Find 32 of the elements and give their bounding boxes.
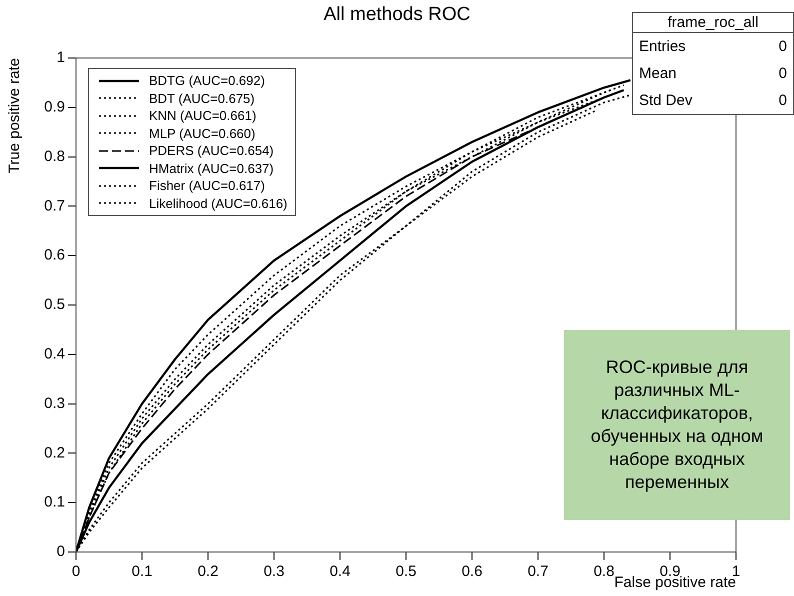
x-tick-label: 0.2	[198, 563, 218, 580]
legend-label: BDT (AUC=0.675)	[149, 90, 255, 107]
x-tick-label: 0.4	[330, 563, 350, 580]
stats-box: frame_roc_all Entries 0 Mean 0 Std Dev 0	[632, 12, 794, 115]
y-tick-label: 0.4	[44, 346, 65, 363]
legend-label: Fisher (AUC=0.617)	[149, 177, 265, 194]
legend-label: Likelihood (AUC=0.616)	[149, 194, 288, 212]
y-tick-label: 0.7	[44, 197, 65, 214]
x-tick-label: 0.5	[396, 563, 416, 580]
y-tick-label: 0	[56, 543, 65, 560]
y-tick-label: 0.6	[44, 246, 65, 264]
legend-label: BDTG (AUC=0.692)	[149, 72, 265, 90]
y-tick-label: 0.8	[44, 148, 65, 165]
y-tick-label: 0.3	[44, 394, 65, 412]
x-tick-label: 0.7	[528, 563, 548, 580]
chart-title: All methods ROC	[324, 4, 470, 25]
y-tick-label: 1	[56, 49, 65, 66]
legend-label: KNN (AUC=0.661)	[149, 107, 256, 124]
legend-label: MLP (AUC=0.660)	[149, 124, 256, 142]
x-tick-label: 0.1	[132, 563, 152, 580]
x-tick-label: 0.8	[594, 563, 614, 580]
y-tick-label: 0.1	[44, 494, 65, 511]
note-box: ROC-кривые для различных ML-классификаторов, обученных на одном наборе входных переменных	[564, 330, 790, 520]
legend-label: PDERS (AUC=0.654)	[149, 142, 274, 160]
x-tick-label: 0.3	[264, 563, 284, 580]
y-tick-label: 0.2	[44, 444, 65, 462]
x-tick-label: 0	[72, 563, 80, 580]
x-tick-label: 0.6	[462, 563, 482, 580]
legend-label: HMatrix (AUC=0.637)	[149, 160, 274, 177]
y-tick-label: 0.9	[44, 98, 65, 116]
y-tick-label: 0.5	[44, 296, 65, 314]
y-axis-title: True positive rate	[6, 58, 24, 174]
